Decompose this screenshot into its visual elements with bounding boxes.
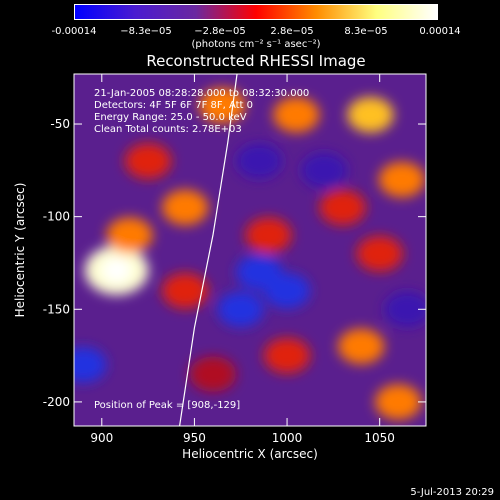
colorbar-tick-label: -0.00014: [51, 26, 97, 37]
intensity-blob: [375, 384, 422, 420]
plot-frame: [73, 73, 427, 427]
intensity-blob: [263, 337, 311, 374]
colorbar-tick-label: 0.00014: [419, 26, 461, 37]
intensity-blob: [189, 356, 237, 392]
peak-highlight: [101, 258, 132, 283]
intensity-blob: [217, 291, 264, 328]
intensity-blob: [347, 96, 394, 133]
intensity-blob: [245, 217, 292, 253]
colorbar-tick-label: −8.3e−05: [120, 26, 172, 37]
intensity-blob: [338, 328, 385, 365]
colorbar-unit: (photons cm⁻² s⁻¹ asec⁻²): [191, 39, 321, 50]
intensity-blob: [236, 254, 283, 291]
y-tick-label: -150: [43, 302, 70, 316]
intensity-blob: [378, 161, 426, 198]
intensity-map: [74, 87, 426, 420]
colorbar: [74, 4, 438, 20]
intensity-blob: [74, 347, 107, 383]
x-axis-label: Heliocentric X (arcsec): [182, 447, 318, 461]
clean-annotation: Clean Total counts: 2.78E+03: [94, 124, 242, 135]
energy-range-annotation: Energy Range: 25.0 - 50.0 keV: [94, 112, 247, 123]
axis-ticks: 900 950 1000 1050 -50 -100 -150 -200: [43, 74, 426, 445]
intensity-blob: [106, 217, 153, 253]
intensity-blob: [236, 143, 283, 179]
x-tick-label: 950: [183, 431, 206, 445]
colorbar-tick-label: 2.8e−05: [270, 26, 314, 37]
intensity-blob: [162, 272, 209, 309]
peak-position-annotation: Position of Peak = [908,-129]: [94, 400, 240, 411]
intensity-blob: [124, 143, 172, 179]
intensity-blob: [300, 152, 348, 189]
y-tick-label: -50: [50, 117, 70, 131]
y-tick-label: -200: [43, 395, 70, 409]
x-tick-label: 900: [90, 431, 113, 445]
x-tick-label: 1050: [364, 431, 395, 445]
timestamp: 5-Jul-2013 20:29: [410, 487, 494, 498]
time-range-annotation: 21-Jan-2005 08:28:28.000 to 08:32:30.000: [94, 88, 309, 99]
solar-limb-line: [179, 74, 238, 426]
colorbar-tick-label: −2.8e−05: [194, 26, 246, 37]
intensity-blob: [356, 235, 403, 272]
y-axis-label: Heliocentric Y (arcsec): [13, 183, 27, 318]
colorbar-tick-label: 8.3e−05: [344, 26, 388, 37]
detectors-annotation: Detectors: 4F 5F 6F 7F 8F, Att 0: [94, 100, 253, 111]
y-tick-label: -100: [43, 210, 70, 224]
intensity-blob: [273, 96, 320, 133]
intensity-blob: [384, 291, 426, 328]
plot-title: Reconstructed RHESSI Image: [146, 52, 366, 70]
intensity-blob: [319, 189, 366, 226]
x-tick-label: 1000: [272, 431, 303, 445]
intensity-blob: [162, 189, 209, 226]
